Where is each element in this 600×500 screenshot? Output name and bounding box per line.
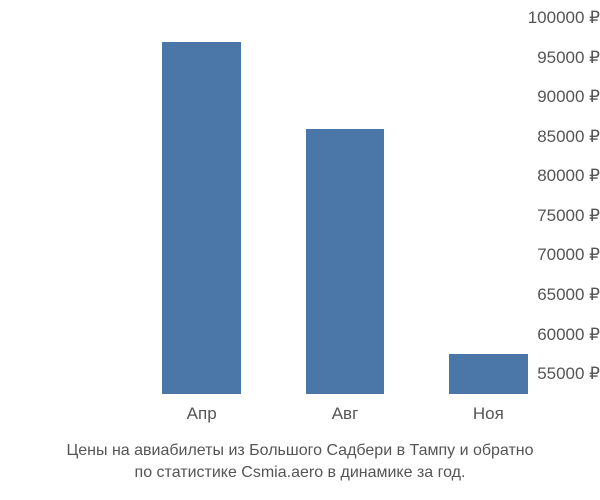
chart-container: 55000 ₽ 60000 ₽ 65000 ₽ 70000 ₽ 75000 ₽ 80000… xyxy=(0,0,600,500)
y-tick-label: 90000 ₽ xyxy=(482,87,600,107)
y-tick-label: 70000 ₽ xyxy=(482,245,600,265)
y-tick-label: 75000 ₽ xyxy=(482,206,600,226)
y-tick-label: 80000 ₽ xyxy=(482,166,600,186)
caption-line1: Цены на авиабилеты из Большого Садбери в… xyxy=(66,442,533,459)
x-tick-label: Апр xyxy=(187,404,217,424)
caption-line2: по статистике Csmia.aero в динамике за г… xyxy=(135,464,466,481)
y-tick-label: 65000 ₽ xyxy=(482,285,600,305)
y-tick-label: 85000 ₽ xyxy=(482,127,600,147)
x-tick-label: Авг xyxy=(332,404,359,424)
bar xyxy=(162,42,241,394)
y-tick-label: 100000 ₽ xyxy=(482,8,600,28)
y-tick-label: 60000 ₽ xyxy=(482,325,600,345)
y-tick-label: 95000 ₽ xyxy=(482,48,600,68)
bar xyxy=(306,129,385,394)
x-tick-label: Ноя xyxy=(473,404,504,424)
chart-caption: Цены на авиабилеты из Большого Садбери в… xyxy=(0,440,600,483)
y-tick-label: 55000 ₽ xyxy=(482,364,600,384)
